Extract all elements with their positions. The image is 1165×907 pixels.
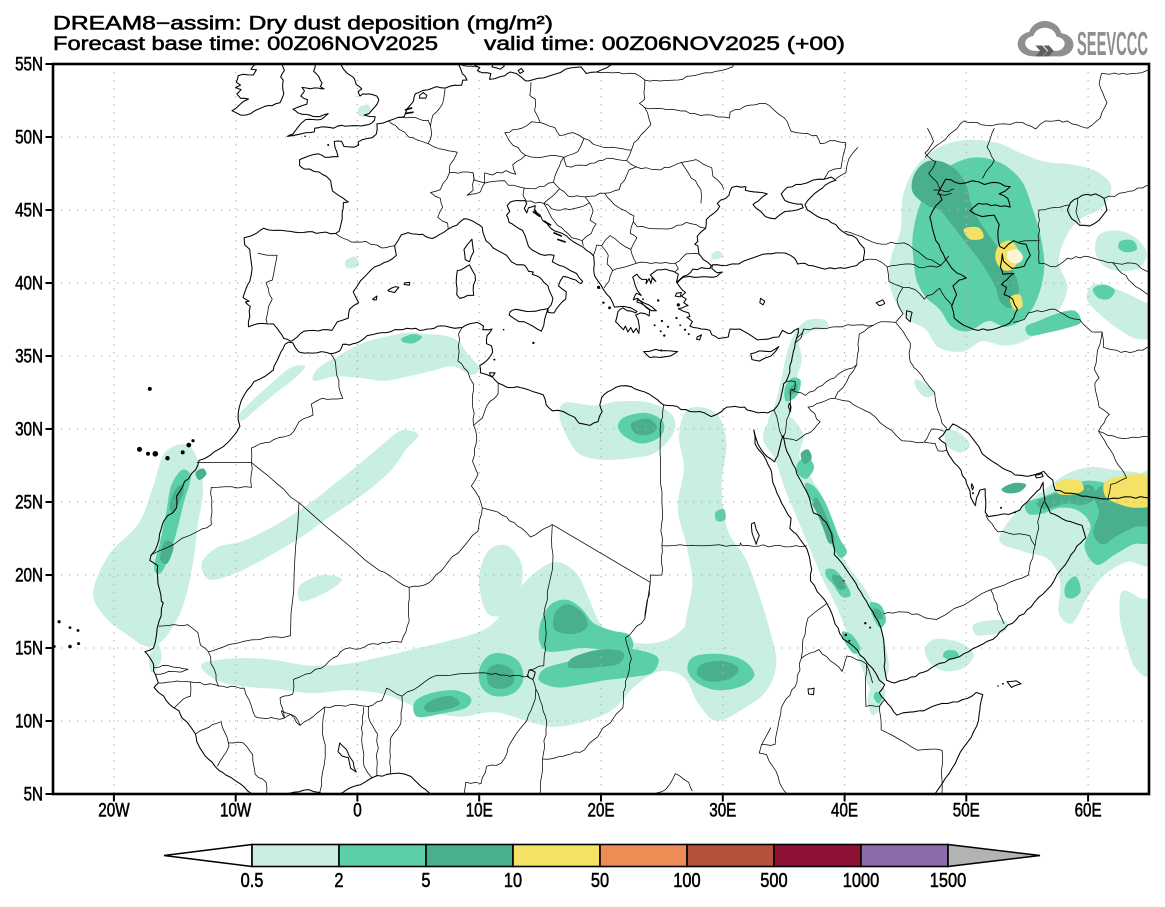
svg-text:20E: 20E: [588, 801, 615, 822]
svg-text:Forecast base time: 00Z06NOV20: Forecast base time: 00Z06NOV2025: [53, 34, 438, 55]
svg-text:20N: 20N: [15, 566, 43, 587]
svg-text:10: 10: [504, 870, 522, 892]
svg-text:15N: 15N: [15, 639, 43, 660]
svg-text:50N: 50N: [15, 128, 43, 149]
svg-text:10E: 10E: [466, 801, 493, 822]
svg-text:SEEVCCC: SEEVCCC: [1077, 25, 1148, 62]
svg-text:50E: 50E: [953, 801, 980, 822]
svg-text:valid time: 00Z06NOV2025 (+00): valid time: 00Z06NOV2025 (+00): [484, 34, 845, 55]
svg-text:30E: 30E: [709, 801, 736, 822]
svg-text:DREAM8−assim: Dry dust deposit: DREAM8−assim: Dry dust deposition (mg/m²…: [53, 14, 553, 35]
svg-text:25N: 25N: [15, 493, 43, 514]
svg-text:5: 5: [421, 870, 430, 892]
svg-text:0.5: 0.5: [241, 870, 264, 892]
svg-text:45N: 45N: [15, 201, 43, 222]
svg-text:5N: 5N: [24, 785, 43, 806]
svg-text:2: 2: [334, 870, 343, 892]
svg-text:60E: 60E: [1075, 801, 1102, 822]
svg-text:500: 500: [760, 870, 787, 892]
svg-text:40E: 40E: [831, 801, 858, 822]
svg-text:1500: 1500: [930, 870, 967, 892]
svg-text:1000: 1000: [843, 870, 880, 892]
svg-text:50: 50: [591, 870, 609, 892]
svg-text:100: 100: [673, 870, 700, 892]
svg-text:10N: 10N: [15, 712, 43, 733]
svg-text:10W: 10W: [220, 801, 251, 822]
svg-text:40N: 40N: [15, 274, 43, 295]
svg-text:0: 0: [353, 801, 362, 822]
svg-text:55N: 55N: [15, 55, 43, 76]
svg-text:35N: 35N: [15, 347, 43, 368]
svg-text:30N: 30N: [15, 420, 43, 441]
svg-text:20W: 20W: [98, 801, 129, 822]
